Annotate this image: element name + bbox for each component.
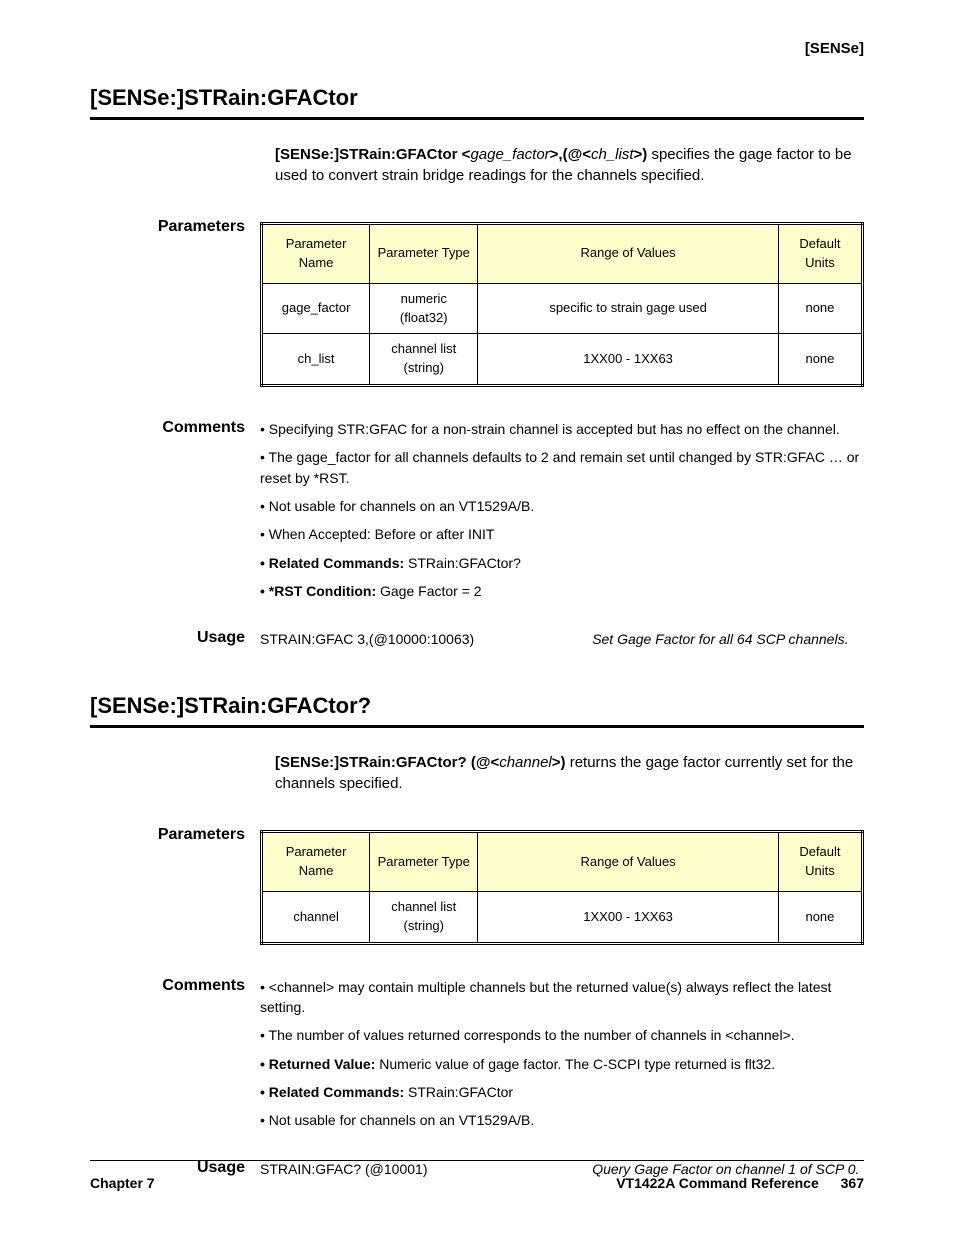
table-row: ch_list channel list (string) 1XX00 - 1X… [262,334,863,386]
th-2-0: Parameter Name [262,832,370,892]
syntax-bold-1b: >,(@< [550,146,591,163]
td: numeric (float32) [370,283,478,334]
parameters-row-1: Parameters Parameter Name Parameter Type… [90,218,864,387]
comment-1-3: • Not usable for channels on an VT1529A/… [260,496,864,516]
usage-comment-1: Set Gage Factor for all 64 SCP channels. [592,629,864,649]
footer-left: Chapter 7 [90,1175,155,1191]
comment-1-6-rest: Gage Factor = 2 [376,583,481,599]
comment-2-3-bold: • Returned Value: [260,1056,375,1072]
th-1-0: Parameter Name [262,224,370,284]
comment-1-6-bold: • *RST Condition: [260,583,376,599]
section-title-gfactor-query: [SENSe:]STRain:GFACtor? [90,693,864,728]
td: channel list (string) [370,892,478,944]
footer-doc-title: VT1422A Command Reference [616,1175,819,1191]
param-table-2: Parameter Name Parameter Type Range of V… [260,830,864,944]
parameters-body-2: Parameter Name Parameter Type Range of V… [260,826,864,944]
th-1-2: Range of Values [478,224,779,284]
usage-body-1: STRAIN:GFAC 3,(@10000:10063) Set Gage Fa… [260,629,864,649]
comments-body-1: • Specifying STR:GFAC for a non-strain c… [260,419,864,609]
comments-label-2: Comments [90,977,260,1139]
comment-2-5: • Not usable for channels on an VT1529A/… [260,1110,864,1130]
parameters-body-1: Parameter Name Parameter Type Range of V… [260,218,864,387]
syntax-italic-1b: ch_list [591,146,634,163]
table-row: channel channel list (string) 1XX00 - 1X… [262,892,863,944]
comment-2-4-bold: • Related Commands: [260,1084,404,1100]
comments-row-1: Comments • Specifying STR:GFAC for a non… [90,419,864,609]
td: none [778,283,862,334]
td: 1XX00 - 1XX63 [478,334,779,386]
td: channel [262,892,370,944]
table-row: gage_factor numeric (float32) specific t… [262,283,863,334]
usage-label-1: Usage [90,629,260,649]
footer-right: VT1422A Command Reference 367 [616,1175,864,1191]
parameters-label-1: Parameters [90,218,260,387]
syntax-italic-1a: gage_factor [470,146,549,163]
th-1-1: Parameter Type [370,224,478,284]
syntax-bold-1a: [SENSe:]STRain:GFACtor < [275,146,470,163]
comment-1-5: • Related Commands: STRain:GFACtor? [260,553,864,573]
comment-1-1: • Specifying STR:GFAC for a non-strain c… [260,419,864,439]
syntax-italic-2a: channel [499,754,552,771]
page: [SENSe] [SENSe:]STRain:GFACtor [SENSe:]S… [0,0,954,1235]
td: ch_list [262,334,370,386]
syntax-bold-1c: >) [634,146,648,163]
td: none [778,334,862,386]
td: channel list (string) [370,334,478,386]
syntax-line-2: [SENSe:]STRain:GFACtor? (@<channel>) ret… [90,752,864,794]
comment-1-2: • The gage_factor for all channels defau… [260,447,864,488]
section-title-gfactor: [SENSe:]STRain:GFACtor [90,85,864,120]
syntax-bold-2b: >) [552,754,566,771]
td: specific to strain gage used [478,283,779,334]
td: none [778,892,862,944]
syntax-bold-2a: [SENSe:]STRain:GFACtor? (@< [275,754,499,771]
comment-2-3: • Returned Value: Numeric value of gage … [260,1054,864,1074]
th-2-3: Default Units [778,832,862,892]
parameters-label-2: Parameters [90,826,260,944]
comment-2-4-rest: STRain:GFACtor [404,1084,513,1100]
syntax-line-1: [SENSe:]STRain:GFACtor <gage_factor>,(@<… [90,144,864,186]
comment-2-2: • The number of values returned correspo… [260,1025,864,1045]
comment-1-4: • When Accepted: Before or after INIT [260,524,864,544]
comment-2-4: • Related Commands: STRain:GFACtor [260,1082,864,1102]
comment-1-5-bold: • Related Commands: [260,555,404,571]
th-2-2: Range of Values [478,832,779,892]
th-1-3: Default Units [778,224,862,284]
td: 1XX00 - 1XX63 [478,892,779,944]
comments-row-2: Comments • <channel> may contain multipl… [90,977,864,1139]
comment-1-6: • *RST Condition: Gage Factor = 2 [260,581,864,601]
comment-2-1: • <channel> may contain multiple channel… [260,977,864,1018]
top-header: [SENSe] [90,40,864,57]
comments-label-1: Comments [90,419,260,609]
comment-1-5-rest: STRain:GFACtor? [404,555,521,571]
comments-body-2: • <channel> may contain multiple channel… [260,977,864,1139]
usage-code-1: STRAIN:GFAC 3,(@10000:10063) [260,629,592,649]
th-2-1: Parameter Type [370,832,478,892]
param-table-1: Parameter Name Parameter Type Range of V… [260,222,864,387]
comment-2-3-rest: Numeric value of gage factor. The C-SCPI… [375,1056,775,1072]
usage-row-1: Usage STRAIN:GFAC 3,(@10000:10063) Set G… [90,629,864,649]
td: gage_factor [262,283,370,334]
footer-page-number: 367 [841,1175,864,1191]
parameters-row-2: Parameters Parameter Name Parameter Type… [90,826,864,944]
page-footer: Chapter 7 VT1422A Command Reference 367 [90,1160,864,1191]
